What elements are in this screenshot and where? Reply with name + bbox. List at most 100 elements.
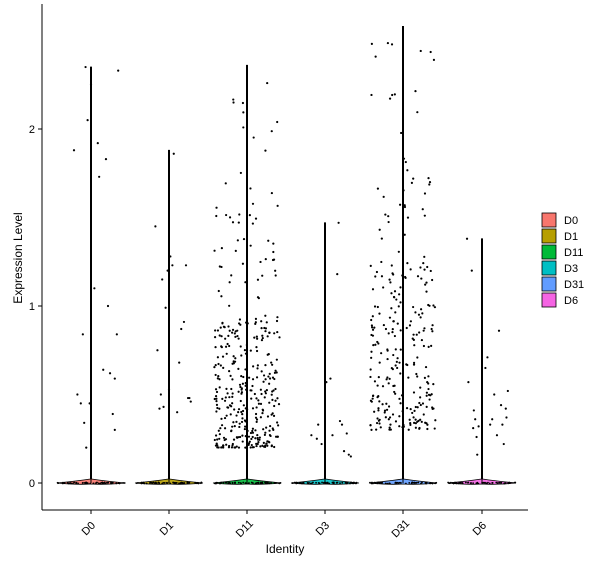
- data-point: [274, 369, 277, 372]
- data-point: [271, 258, 275, 262]
- data-point: [399, 301, 402, 304]
- data-point: [215, 214, 218, 218]
- data-point: [262, 380, 265, 383]
- data-point: [254, 412, 258, 416]
- data-point: [396, 357, 399, 360]
- data-point: [262, 445, 266, 448]
- data-point: [397, 250, 400, 253]
- data-point: [270, 130, 273, 133]
- zero-point: [332, 482, 335, 485]
- data-point: [416, 406, 419, 409]
- data-point: [79, 402, 82, 405]
- data-point: [223, 427, 227, 430]
- data-point: [261, 409, 265, 412]
- data-point: [427, 382, 430, 385]
- data-point: [256, 433, 259, 437]
- data-point: [424, 365, 428, 369]
- data-point: [421, 402, 425, 405]
- data-point: [241, 434, 244, 437]
- data-point: [266, 444, 269, 447]
- data-point: [392, 295, 396, 299]
- violin-group-d0: [56, 65, 126, 485]
- data-point: [214, 444, 218, 447]
- data-point: [405, 326, 408, 330]
- data-point: [255, 345, 258, 349]
- data-point: [387, 220, 390, 224]
- data-point: [76, 393, 79, 396]
- zero-point: [389, 482, 391, 485]
- data-point: [271, 376, 275, 379]
- data-point: [465, 237, 469, 240]
- data-point: [413, 421, 416, 425]
- data-point: [427, 177, 430, 180]
- data-point: [386, 348, 389, 351]
- data-point: [320, 442, 323, 446]
- data-point: [220, 446, 223, 449]
- data-point: [276, 421, 279, 424]
- data-point: [277, 424, 280, 427]
- legend-item-d0: D0: [541, 212, 578, 228]
- data-point: [241, 412, 244, 416]
- data-point: [274, 435, 278, 438]
- data-point: [414, 422, 417, 425]
- zero-point: [295, 482, 298, 485]
- data-point: [370, 326, 374, 329]
- data-point: [246, 429, 249, 432]
- data-point: [499, 404, 503, 407]
- data-point: [271, 398, 274, 401]
- data-point: [310, 434, 313, 437]
- legend: D0 D1 D11 D3 D31 D6: [541, 212, 584, 308]
- data-point: [423, 192, 427, 195]
- data-point: [227, 334, 230, 337]
- zero-point: [315, 481, 317, 484]
- zero-point: [349, 482, 351, 485]
- data-point: [401, 428, 405, 431]
- data-point: [230, 446, 234, 449]
- data-point: [258, 438, 261, 441]
- data-point: [176, 411, 179, 414]
- data-point: [369, 399, 373, 402]
- zero-point: [452, 482, 455, 485]
- data-point: [221, 322, 224, 325]
- data-point: [231, 331, 234, 334]
- data-point: [398, 361, 401, 364]
- zero-point: [261, 481, 264, 484]
- data-point: [234, 249, 237, 252]
- data-point: [216, 406, 219, 410]
- data-point: [229, 374, 232, 377]
- zero-point: [86, 482, 89, 485]
- data-point: [378, 422, 381, 425]
- data-point: [162, 405, 165, 408]
- data-point: [216, 438, 219, 441]
- data-point: [399, 329, 402, 332]
- data-point: [240, 420, 244, 424]
- data-point: [409, 320, 412, 323]
- zero-point: [415, 481, 417, 484]
- data-point: [388, 426, 391, 429]
- x-tick-label-d3: D3: [314, 520, 332, 538]
- data-point: [394, 420, 398, 423]
- data-point: [253, 336, 256, 339]
- data-point: [159, 393, 162, 396]
- data-point: [426, 265, 429, 269]
- data-point: [388, 278, 391, 281]
- zero-point: [376, 482, 379, 485]
- data-point: [409, 408, 412, 411]
- zero-point: [222, 481, 225, 484]
- data-point: [424, 283, 427, 286]
- zero-point: [246, 482, 248, 485]
- data-point: [180, 327, 183, 331]
- data-point: [255, 335, 258, 338]
- data-point: [273, 377, 276, 381]
- data-point: [406, 169, 409, 172]
- data-point: [111, 412, 114, 416]
- data-point: [236, 334, 239, 338]
- data-point: [216, 377, 219, 380]
- data-point: [256, 337, 259, 340]
- data-point: [266, 81, 269, 85]
- data-point: [214, 434, 218, 437]
- data-point: [391, 413, 395, 416]
- data-point: [369, 375, 372, 379]
- data-point: [260, 327, 263, 330]
- zero-point: [234, 481, 237, 484]
